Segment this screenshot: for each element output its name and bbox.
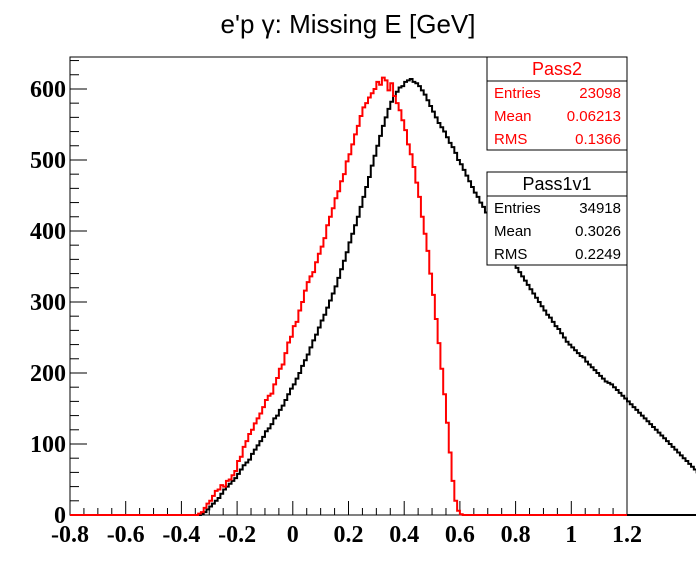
stats-box-frame	[486, 56, 628, 151]
x-tick-label: -0.4	[162, 522, 200, 548]
stats-box-pass2: Pass2 Entries 23098 Mean 0.06213 RMS 0.1366	[486, 56, 628, 151]
x-tick-label: 0.8	[501, 522, 531, 548]
stats-box-frame	[486, 171, 628, 266]
x-tick-label: -0.6	[107, 522, 145, 548]
stats-box-title: Pass1v1	[522, 174, 591, 194]
x-axis: -0.8 -0.6 -0.4 -0.2 0 0.2 0.4 0.6 0.8 1 1.2	[51, 501, 642, 548]
stats-row-value: 0.3026	[575, 223, 621, 240]
series-layer	[70, 76, 696, 516]
stats-row-label: RMS	[494, 131, 527, 148]
x-tick-label: -0.2	[218, 522, 256, 548]
x-tick-label: 1	[565, 522, 577, 548]
y-tick-label: 300	[30, 290, 66, 316]
x-tick-label: 0.6	[445, 522, 475, 548]
y-tick-label: 500	[30, 148, 66, 174]
x-tick-label: 0.2	[334, 522, 364, 548]
stats-row-value: 0.2249	[575, 246, 621, 263]
y-tick-label: 600	[30, 77, 66, 103]
stats-row-value: 34918	[579, 200, 621, 217]
y-tick-label: 400	[30, 219, 66, 245]
x-tick-label: -0.8	[51, 522, 89, 548]
chart-title: e'p γ: Missing E [GeV]	[221, 9, 476, 39]
y-tick-label: 100	[30, 432, 66, 458]
x-tick-label: 0.4	[389, 522, 419, 548]
stats-row-label: RMS	[494, 246, 527, 263]
chart-title-symbol: γ	[262, 9, 275, 39]
stats-row-value: 0.1366	[575, 131, 621, 148]
y-tick-label: 200	[30, 361, 66, 387]
stats-row-label: Entries	[494, 200, 541, 217]
stats-row-value: 0.06213	[567, 108, 621, 125]
stats-row-label: Mean	[494, 108, 532, 125]
y-axis: 0 100 200 300 400 500 600	[30, 60, 87, 529]
chart-title-suffix: : Missing E [GeV]	[275, 9, 476, 39]
x-tick-label: 0	[287, 522, 299, 548]
stats-row-value: 23098	[579, 85, 621, 102]
stats-row-label: Entries	[494, 85, 541, 102]
x-tick-label: 1.2	[612, 522, 642, 548]
stats-box-title: Pass2	[532, 59, 582, 79]
chart-title-prefix: e'p	[221, 9, 262, 39]
y-tick-label: 0	[54, 503, 66, 529]
series-pass1v1-histogram	[70, 78, 696, 516]
series-pass2-histogram	[70, 76, 627, 516]
stats-row-label: Mean	[494, 223, 532, 240]
stats-box-pass1v1: Pass1v1 Entries 34918 Mean 0.3026 RMS 0.2249	[486, 171, 628, 266]
